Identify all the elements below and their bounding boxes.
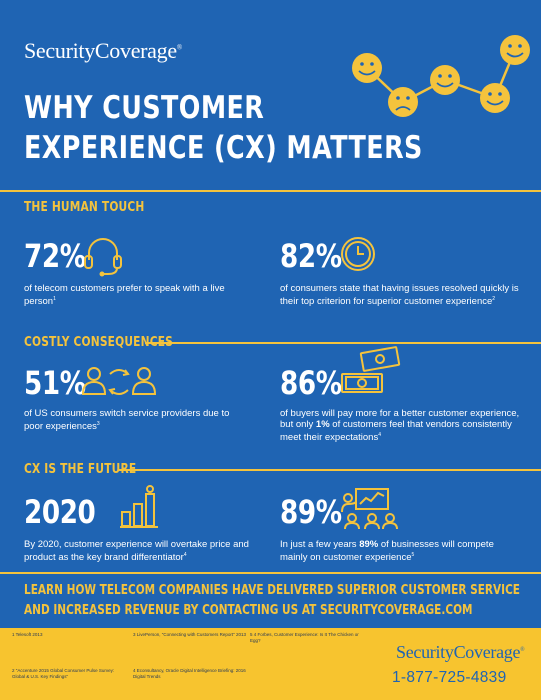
stat-value-89: 89% — [280, 493, 342, 531]
footnote-1: 1 Telesoft 2013 — [12, 632, 43, 637]
section-heading-human-touch: THE HUMAN TOUCH — [24, 200, 145, 215]
clock-icon — [341, 237, 375, 271]
headset-icon — [84, 238, 122, 277]
page-title-line-1: WHY CUSTOMER — [24, 90, 265, 126]
footer-brand-logo: SecurityCoverage® — [396, 642, 525, 662]
smiley-face-icon — [352, 53, 382, 83]
smiley-face-icon — [430, 65, 460, 95]
presentation-icon — [341, 488, 398, 530]
footnote-3: 3 LivePerson, "Connecting with Customers… — [133, 632, 247, 637]
stat-text-51: of US consumers switch service providers… — [24, 408, 230, 433]
stat-text-2020: By 2020, customer experience will overta… — [24, 539, 249, 564]
switching-people-icon — [81, 367, 157, 395]
stat-text-72: of telecom customers prefer to speak wit… — [24, 283, 225, 308]
sad-face-icon — [388, 87, 418, 117]
section-heading-costly-consequences: COSTLY CONSEQUENCES — [24, 335, 173, 350]
stat-text-89: In just a few years 89% of businesses wi… — [280, 539, 494, 564]
call-to-action: LEARN HOW TELECOM COMPANIES HAVE DELIVER… — [24, 582, 521, 618]
stat-text-82: of consumers state that having issues re… — [280, 283, 519, 308]
footnote-4: 4 Econsultancy, Oracle Digital Intellige… — [133, 668, 246, 679]
money-bills-icon — [341, 346, 401, 393]
brand-logo: SecurityCoverage® — [24, 38, 182, 63]
page-title-line-2: EXPERIENCE (CX) MATTERS — [24, 130, 423, 166]
title-divider — [0, 190, 541, 192]
stat-value-72: 72% — [24, 237, 86, 275]
footer: 1 Telesoft 2013 2 "Accenture 2015 Global… — [0, 628, 541, 700]
stat-value-82: 82% — [280, 237, 342, 275]
footnote-5: 5 4 Forbes, Customer Experience: Is It T… — [250, 632, 359, 643]
growth-bars-icon — [120, 485, 158, 528]
stat-value-2020: 2020 — [24, 493, 96, 531]
cta-divider — [0, 572, 541, 574]
stat-value-86: 86% — [280, 364, 342, 402]
section-heading-cx-future: CX IS THE FUTURE — [24, 462, 137, 477]
smiley-face-icon — [500, 35, 530, 65]
stat-value-51: 51% — [24, 364, 86, 402]
section-divider — [118, 469, 541, 471]
section-divider — [145, 342, 541, 344]
stat-text-86: of buyers will pay more for a better cus… — [280, 408, 520, 444]
footnote-2: 2 "Accenture 2015 Global Consumer Pulse … — [12, 668, 115, 679]
emoji-chain-icon — [352, 35, 530, 117]
phone-number[interactable]: 1-877-725-4839 — [392, 669, 507, 686]
smiley-face-icon — [480, 83, 510, 113]
